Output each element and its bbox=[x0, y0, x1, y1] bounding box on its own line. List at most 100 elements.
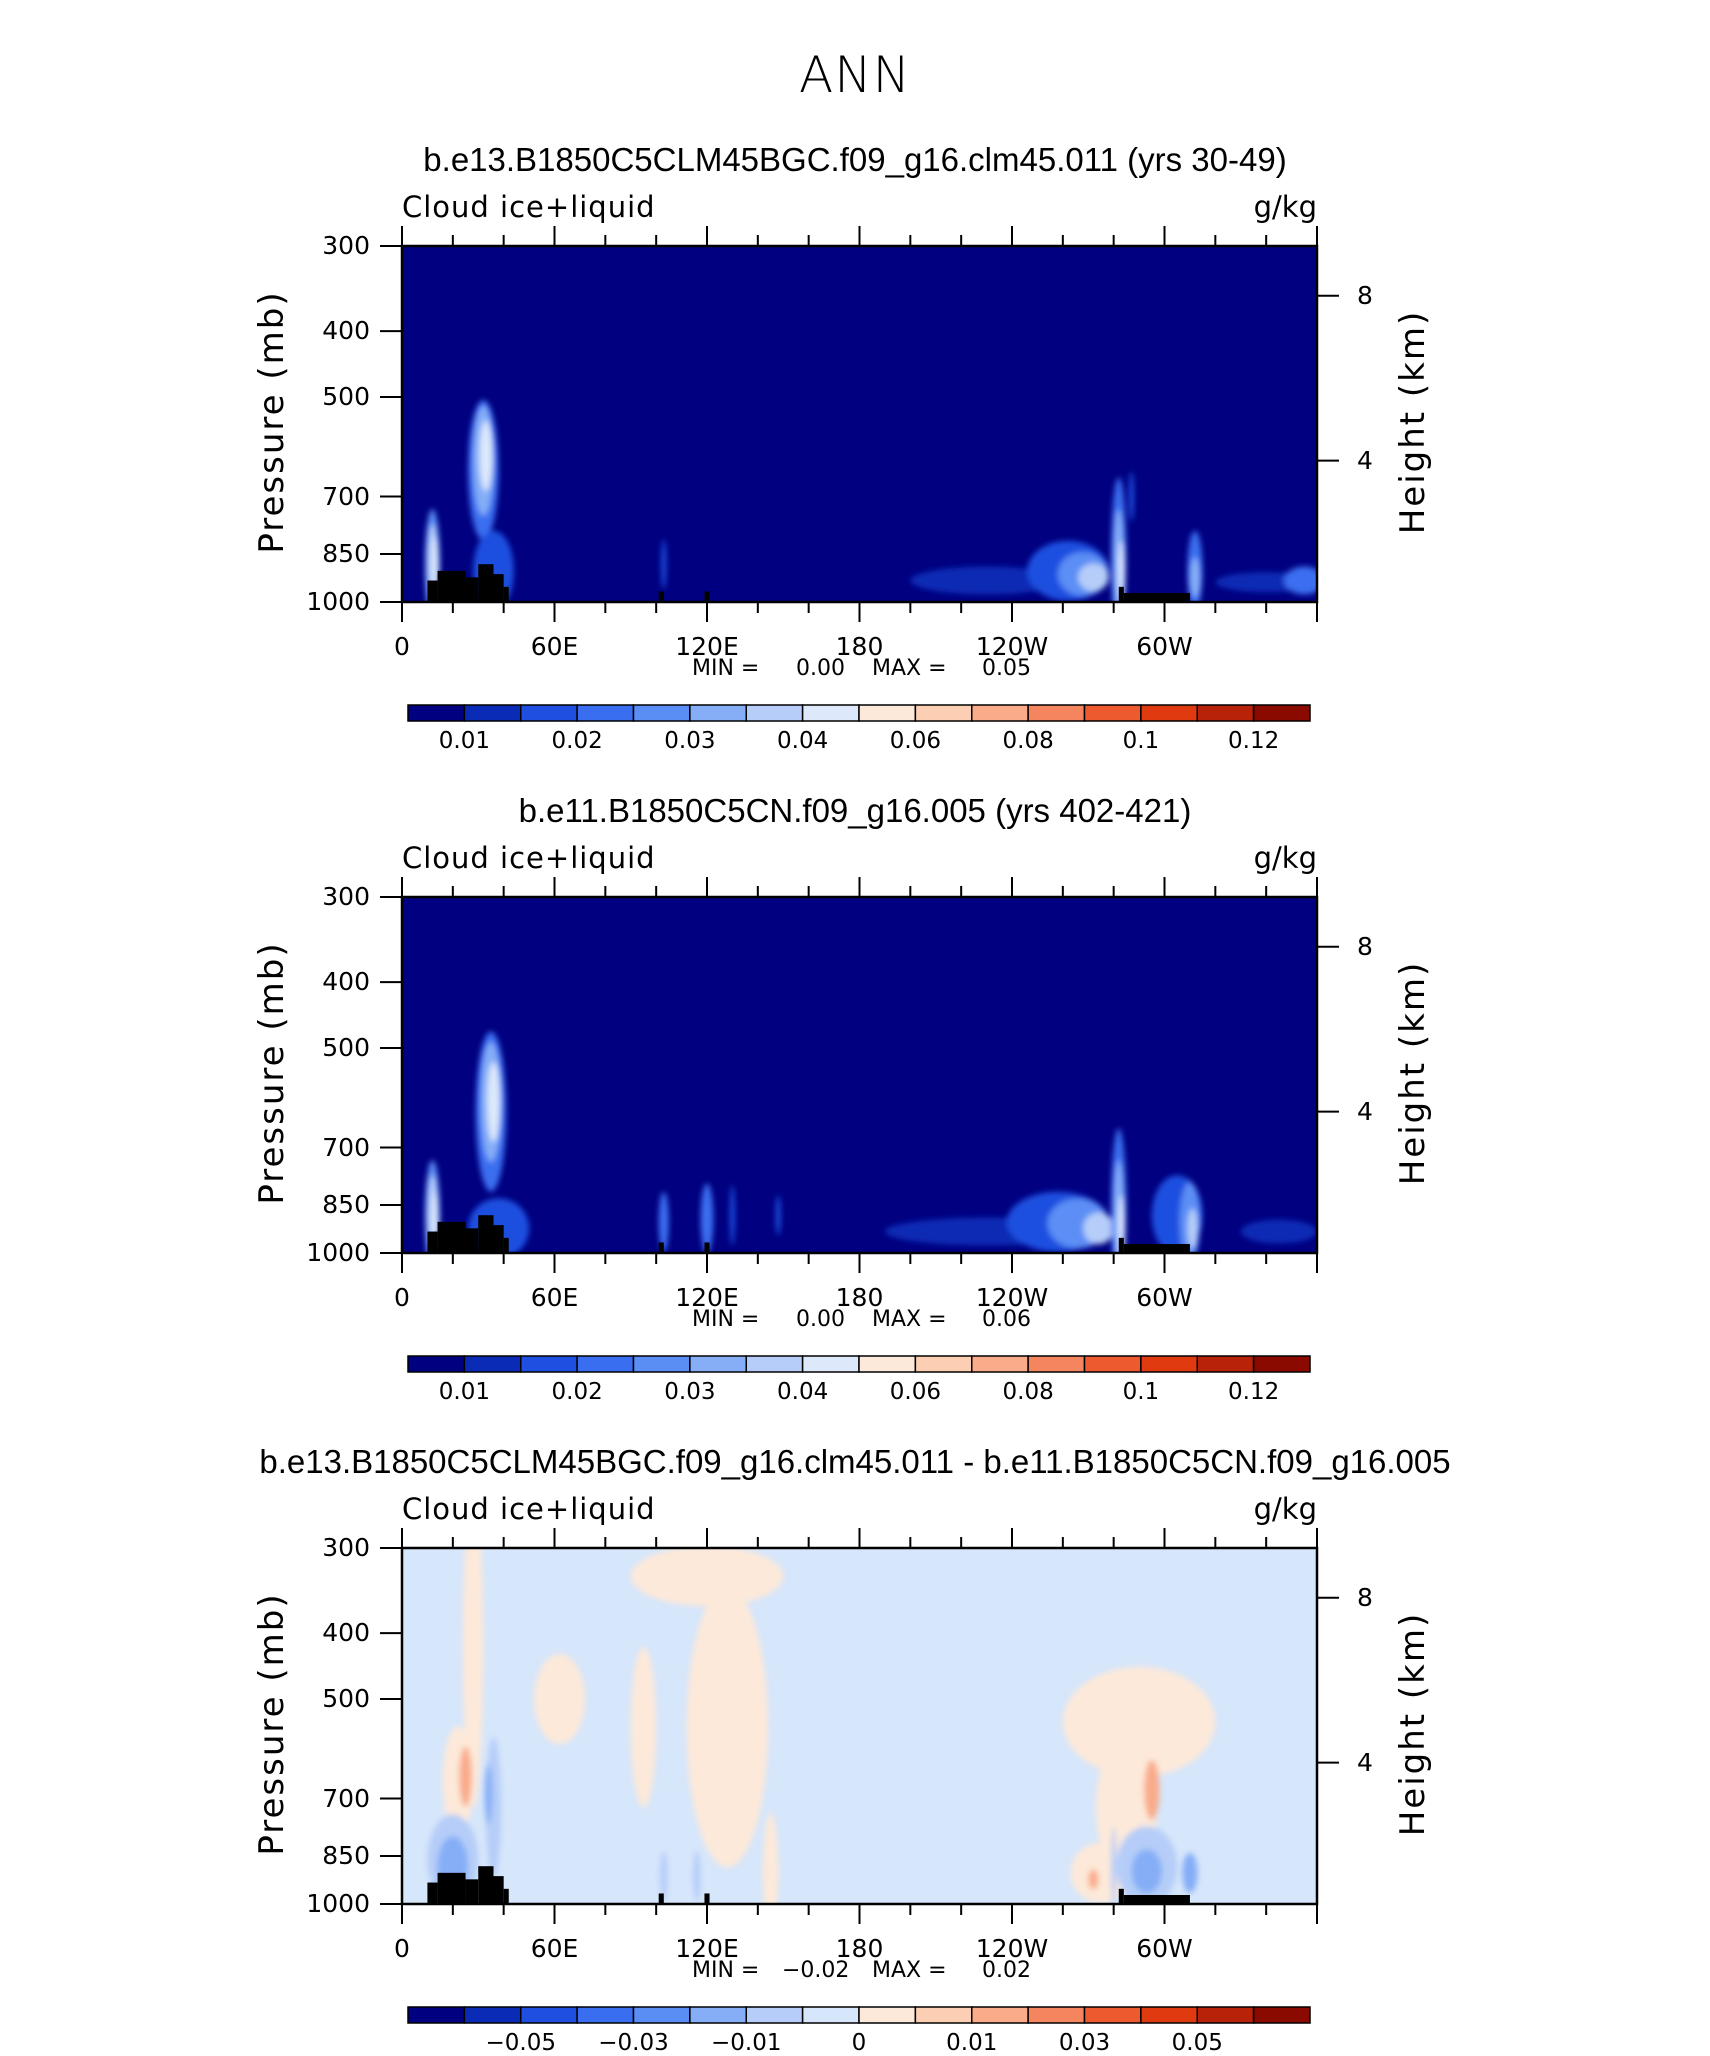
longitude-tick-label: 120W bbox=[975, 1283, 1049, 1312]
contour-region bbox=[658, 1191, 669, 1252]
colorbar-swatch bbox=[463, 1355, 522, 1373]
pressure-tick-label: 700 bbox=[322, 481, 370, 511]
colorbar-swatch bbox=[1196, 1355, 1255, 1373]
colorbar-swatch bbox=[632, 704, 691, 722]
terrain-mask bbox=[1118, 586, 1124, 602]
contour-region bbox=[1283, 566, 1317, 595]
pressure-tick-label: 500 bbox=[322, 382, 370, 412]
colorbar-label: 0.02 bbox=[551, 1379, 603, 1405]
terrain-mask bbox=[658, 1242, 664, 1253]
height-tick-label: 8 bbox=[1357, 931, 1373, 961]
contour-region bbox=[1240, 1219, 1317, 1244]
terrain-mask bbox=[1123, 592, 1190, 602]
colorbar-label: 0.06 bbox=[889, 728, 941, 754]
colorbar-swatch bbox=[1196, 704, 1255, 722]
pressure-tick-label: 500 bbox=[322, 1684, 370, 1714]
terrain-mask bbox=[658, 1893, 664, 1904]
variable-label: Cloud ice+liquid bbox=[402, 190, 656, 224]
longitude-tick-label: 60W bbox=[1136, 1934, 1193, 1963]
contour-region bbox=[1182, 1852, 1198, 1893]
pressure-tick-label: 300 bbox=[322, 231, 370, 260]
contour-region bbox=[1088, 1869, 1099, 1890]
pressure-tick-label: 1000 bbox=[306, 1889, 370, 1918]
contour-region bbox=[534, 1654, 585, 1745]
terrain-mask bbox=[478, 1866, 494, 1904]
contour-region bbox=[700, 1183, 714, 1253]
colorbar-swatch bbox=[1027, 704, 1086, 722]
colorbar-label: 0.05 bbox=[1171, 2030, 1223, 2056]
terrain-mask bbox=[503, 1888, 509, 1904]
colorbar-swatch bbox=[1140, 1355, 1198, 1373]
longitude-tick-label: 60E bbox=[530, 1934, 579, 1963]
terrain-mask bbox=[1123, 1243, 1190, 1253]
colorbar-label: 0.03 bbox=[664, 728, 716, 754]
colorbar-swatch bbox=[914, 704, 973, 722]
panel-title: b.e13.B1850C5CLM45BGC.f09_g16.clm45.011 … bbox=[259, 1443, 1451, 1480]
longitude-tick-label: 120W bbox=[975, 632, 1049, 661]
min-label: MIN = bbox=[692, 656, 760, 681]
max-value: 0.02 bbox=[982, 1958, 1031, 1983]
min-value: −0.02 bbox=[782, 1958, 850, 1983]
colorbar-swatch bbox=[1140, 704, 1198, 722]
units-label: g/kg bbox=[1253, 841, 1317, 875]
max-label: MAX = bbox=[872, 1307, 947, 1332]
pressure-tick-label: 500 bbox=[322, 1033, 370, 1063]
colorbar bbox=[407, 2006, 1311, 2024]
variable-label: Cloud ice+liquid bbox=[402, 1492, 656, 1526]
contour-region bbox=[1187, 1208, 1198, 1249]
terrain-mask bbox=[437, 1872, 466, 1904]
colorbar-swatch bbox=[1140, 2006, 1198, 2024]
colorbar-label: −0.03 bbox=[598, 2030, 669, 2056]
colorbar-swatch bbox=[745, 1355, 804, 1373]
contour-region bbox=[1118, 540, 1125, 601]
height-tick-label: 4 bbox=[1357, 1096, 1373, 1126]
terrain-mask bbox=[503, 1237, 509, 1253]
colorbar-label: 0.01 bbox=[946, 2030, 998, 2056]
contour-region bbox=[1062, 1666, 1216, 1777]
units-label: g/kg bbox=[1253, 1492, 1317, 1526]
contour-plot bbox=[380, 1528, 1339, 1924]
contour-region bbox=[484, 1764, 493, 1825]
panel-title: b.e11.B1850C5CN.f09_g16.005 (yrs 402-421… bbox=[518, 792, 1192, 829]
contour-region bbox=[1144, 1759, 1160, 1820]
contour-region bbox=[1128, 471, 1135, 522]
colorbar-swatch bbox=[689, 704, 747, 722]
longitude-tick-label: 60E bbox=[530, 632, 579, 661]
pressure-tick-label: 400 bbox=[322, 316, 370, 346]
colorbar-swatch bbox=[576, 1355, 635, 1373]
contour-region bbox=[693, 1851, 701, 1902]
colorbar-swatch bbox=[576, 704, 635, 722]
colorbar-label: 0.12 bbox=[1228, 1379, 1280, 1405]
pressure-tick-label: 400 bbox=[322, 1618, 370, 1648]
colorbar-label: 0.01 bbox=[438, 728, 490, 754]
longitude-tick-label: 180 bbox=[835, 632, 884, 661]
colorbar-label: 0.02 bbox=[551, 728, 603, 754]
contour-region bbox=[630, 1647, 657, 1808]
height-tick-label: 8 bbox=[1357, 1582, 1373, 1612]
longitude-tick-label: 60W bbox=[1136, 1283, 1193, 1312]
colorbar-label: 0.1 bbox=[1122, 1379, 1160, 1405]
pressure-tick-label: 400 bbox=[322, 967, 370, 997]
colorbar-swatch bbox=[632, 2006, 691, 2024]
contour-region bbox=[1070, 1842, 1132, 1903]
longitude-tick-label: 180 bbox=[835, 1934, 884, 1963]
colorbar-swatch bbox=[914, 2006, 973, 2024]
min-value: 0.00 bbox=[796, 656, 845, 681]
units-label: g/kg bbox=[1253, 190, 1317, 224]
terrain-mask bbox=[704, 591, 710, 602]
terrain-mask bbox=[704, 1893, 710, 1904]
colorbar-swatch bbox=[520, 704, 578, 722]
colorbar-swatch bbox=[1027, 1355, 1086, 1373]
height-tick-label: 8 bbox=[1357, 280, 1373, 310]
terrain-mask bbox=[465, 1879, 479, 1904]
contour-region bbox=[661, 539, 667, 590]
terrain-mask bbox=[658, 591, 664, 602]
terrain-mask bbox=[465, 577, 479, 602]
colorbar-swatch bbox=[858, 1355, 917, 1373]
terrain-mask bbox=[427, 580, 438, 602]
contour-region bbox=[630, 1548, 784, 1607]
max-value: 0.06 bbox=[982, 1307, 1031, 1332]
terrain-mask bbox=[503, 586, 509, 602]
colorbar-swatch bbox=[971, 2006, 1029, 2024]
colorbar-label: 0.08 bbox=[1002, 728, 1054, 754]
